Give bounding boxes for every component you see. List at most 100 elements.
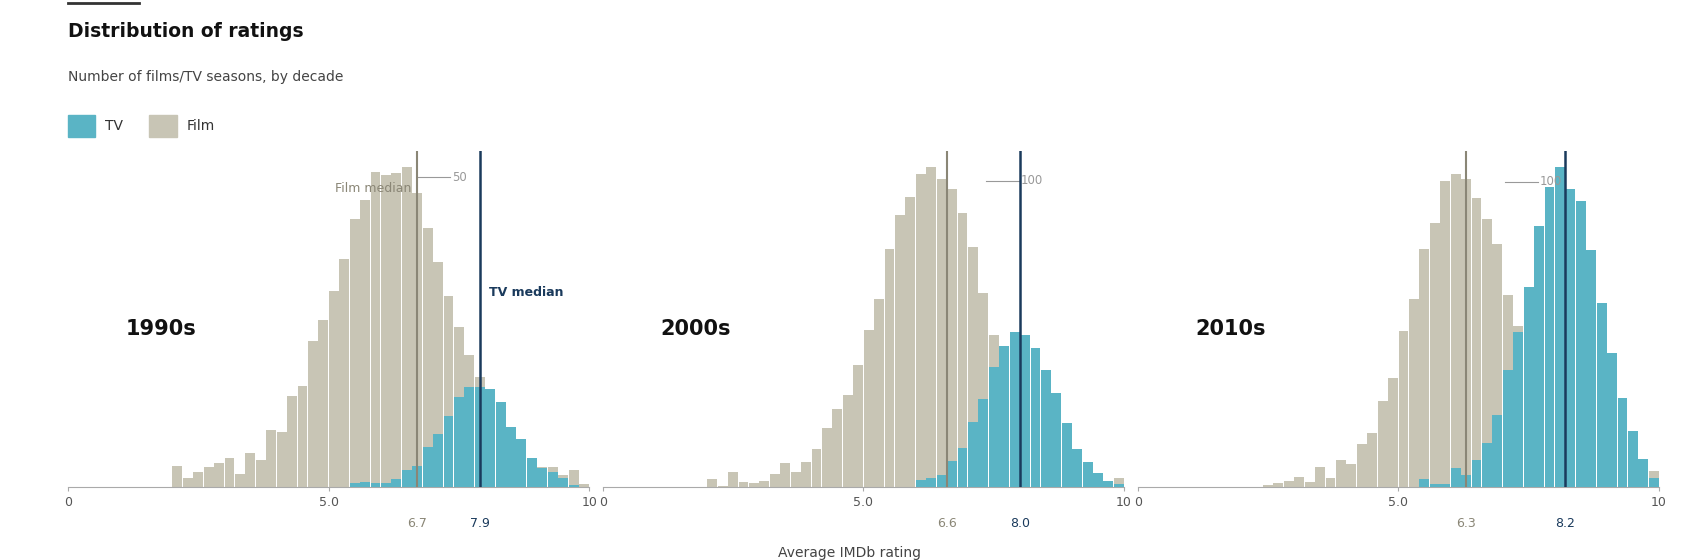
- Bar: [413, 466, 423, 487]
- Bar: [1482, 443, 1493, 487]
- Bar: [1513, 332, 1523, 487]
- Text: 2010s: 2010s: [1195, 319, 1265, 339]
- Bar: [1649, 478, 1659, 487]
- Bar: [1493, 416, 1503, 487]
- Bar: [1628, 480, 1639, 487]
- Bar: [1304, 482, 1314, 487]
- Bar: [1294, 477, 1304, 487]
- Bar: [1440, 181, 1450, 487]
- Bar: [968, 247, 978, 487]
- Bar: [1503, 370, 1513, 487]
- Bar: [1071, 465, 1082, 487]
- Bar: [516, 460, 526, 487]
- Bar: [1545, 187, 1554, 487]
- Bar: [1639, 484, 1649, 487]
- Bar: [297, 386, 307, 487]
- Bar: [569, 469, 579, 487]
- Bar: [1618, 469, 1627, 487]
- Bar: [968, 422, 978, 487]
- Bar: [718, 486, 728, 487]
- Bar: [925, 167, 936, 487]
- Bar: [496, 418, 506, 487]
- Bar: [1472, 198, 1481, 487]
- Bar: [277, 432, 287, 487]
- Bar: [1114, 484, 1124, 487]
- Bar: [380, 483, 391, 487]
- Bar: [340, 259, 350, 487]
- Bar: [1389, 377, 1397, 487]
- Text: 6.6: 6.6: [937, 517, 956, 530]
- Bar: [194, 472, 204, 487]
- Bar: [1606, 353, 1616, 487]
- Bar: [516, 439, 526, 487]
- Text: TV: TV: [105, 119, 124, 133]
- Bar: [506, 427, 516, 487]
- Text: 50: 50: [452, 171, 467, 184]
- Bar: [1041, 443, 1051, 487]
- Bar: [1051, 454, 1061, 487]
- Bar: [1566, 465, 1576, 487]
- Bar: [854, 365, 863, 487]
- Bar: [832, 409, 842, 487]
- Bar: [234, 474, 245, 487]
- Bar: [548, 472, 557, 487]
- Bar: [915, 480, 925, 487]
- Text: Average IMDb rating: Average IMDb rating: [778, 546, 920, 560]
- Bar: [1094, 485, 1104, 487]
- Bar: [895, 215, 905, 487]
- Bar: [1357, 444, 1367, 487]
- Bar: [391, 479, 401, 487]
- Bar: [1010, 333, 1019, 487]
- Bar: [1555, 447, 1566, 487]
- Bar: [1460, 179, 1470, 487]
- Bar: [947, 189, 958, 487]
- Bar: [988, 367, 998, 487]
- Bar: [423, 228, 433, 487]
- Bar: [370, 172, 380, 487]
- Bar: [224, 458, 234, 487]
- Text: Film median: Film median: [335, 182, 411, 195]
- Bar: [1114, 478, 1124, 487]
- Bar: [559, 478, 569, 487]
- Bar: [496, 402, 506, 487]
- Bar: [329, 291, 338, 487]
- Bar: [1513, 326, 1523, 487]
- Text: Distribution of ratings: Distribution of ratings: [68, 22, 304, 41]
- Bar: [559, 474, 569, 487]
- Bar: [548, 467, 557, 487]
- Bar: [1263, 484, 1274, 487]
- Bar: [360, 199, 370, 487]
- Bar: [947, 461, 958, 487]
- Bar: [464, 388, 474, 487]
- Bar: [173, 466, 182, 487]
- Bar: [214, 463, 224, 487]
- Bar: [350, 483, 360, 487]
- Bar: [537, 467, 547, 487]
- Bar: [905, 198, 915, 487]
- Bar: [1450, 469, 1460, 487]
- Bar: [1606, 474, 1616, 487]
- Bar: [781, 464, 790, 487]
- Bar: [1010, 385, 1019, 487]
- Bar: [728, 472, 739, 487]
- Bar: [433, 433, 443, 487]
- Bar: [360, 482, 370, 487]
- Bar: [812, 449, 822, 487]
- Bar: [1409, 299, 1420, 487]
- Bar: [801, 461, 812, 487]
- Bar: [1555, 167, 1566, 487]
- Bar: [537, 468, 547, 487]
- Bar: [413, 193, 423, 487]
- Bar: [433, 262, 443, 487]
- Bar: [958, 213, 968, 487]
- Bar: [443, 416, 453, 487]
- Bar: [380, 175, 391, 487]
- Bar: [1450, 174, 1460, 487]
- Bar: [1020, 335, 1031, 487]
- Text: 100: 100: [1020, 174, 1043, 188]
- Bar: [287, 396, 297, 487]
- Bar: [350, 219, 360, 487]
- Bar: [453, 397, 464, 487]
- Bar: [370, 483, 380, 487]
- Bar: [1336, 460, 1347, 487]
